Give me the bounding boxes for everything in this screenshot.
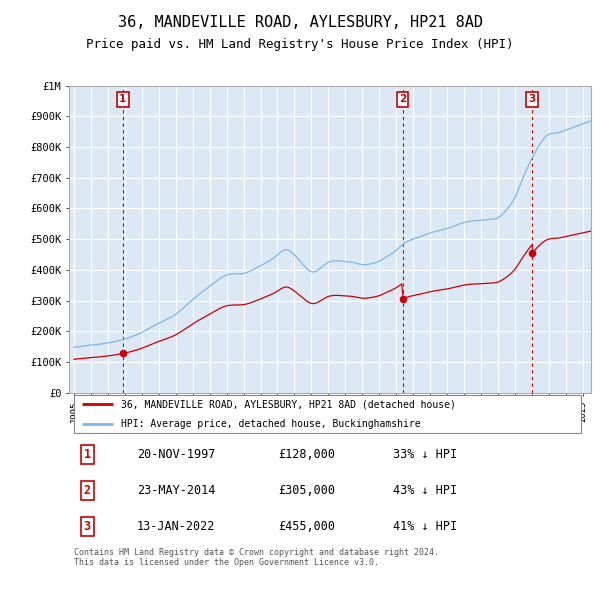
Text: 3: 3: [84, 520, 91, 533]
Text: 43% ↓ HPI: 43% ↓ HPI: [392, 484, 457, 497]
Point: [118, 349, 128, 358]
FancyBboxPatch shape: [74, 395, 581, 432]
Text: £455,000: £455,000: [278, 520, 335, 533]
Text: HPI: Average price, detached house, Buckinghamshire: HPI: Average price, detached house, Buck…: [121, 419, 421, 429]
Text: 20-NOV-1997: 20-NOV-1997: [137, 448, 215, 461]
Text: Contains HM Land Registry data © Crown copyright and database right 2024.
This d: Contains HM Land Registry data © Crown c…: [74, 548, 439, 567]
Text: Price paid vs. HM Land Registry's House Price Index (HPI): Price paid vs. HM Land Registry's House …: [86, 38, 514, 51]
Point: [398, 294, 407, 304]
Text: 1: 1: [119, 94, 127, 104]
Text: 1: 1: [84, 448, 91, 461]
Text: 3: 3: [529, 94, 536, 104]
Point: [527, 248, 537, 258]
Text: 36, MANDEVILLE ROAD, AYLESBURY, HP21 8AD (detached house): 36, MANDEVILLE ROAD, AYLESBURY, HP21 8AD…: [121, 399, 456, 409]
Text: 36, MANDEVILLE ROAD, AYLESBURY, HP21 8AD: 36, MANDEVILLE ROAD, AYLESBURY, HP21 8AD: [118, 15, 482, 30]
Text: 2: 2: [84, 484, 91, 497]
Text: 41% ↓ HPI: 41% ↓ HPI: [392, 520, 457, 533]
Text: £305,000: £305,000: [278, 484, 335, 497]
Text: 33% ↓ HPI: 33% ↓ HPI: [392, 448, 457, 461]
Text: 23-MAY-2014: 23-MAY-2014: [137, 484, 215, 497]
Text: 13-JAN-2022: 13-JAN-2022: [137, 520, 215, 533]
Text: £128,000: £128,000: [278, 448, 335, 461]
Text: 2: 2: [399, 94, 406, 104]
